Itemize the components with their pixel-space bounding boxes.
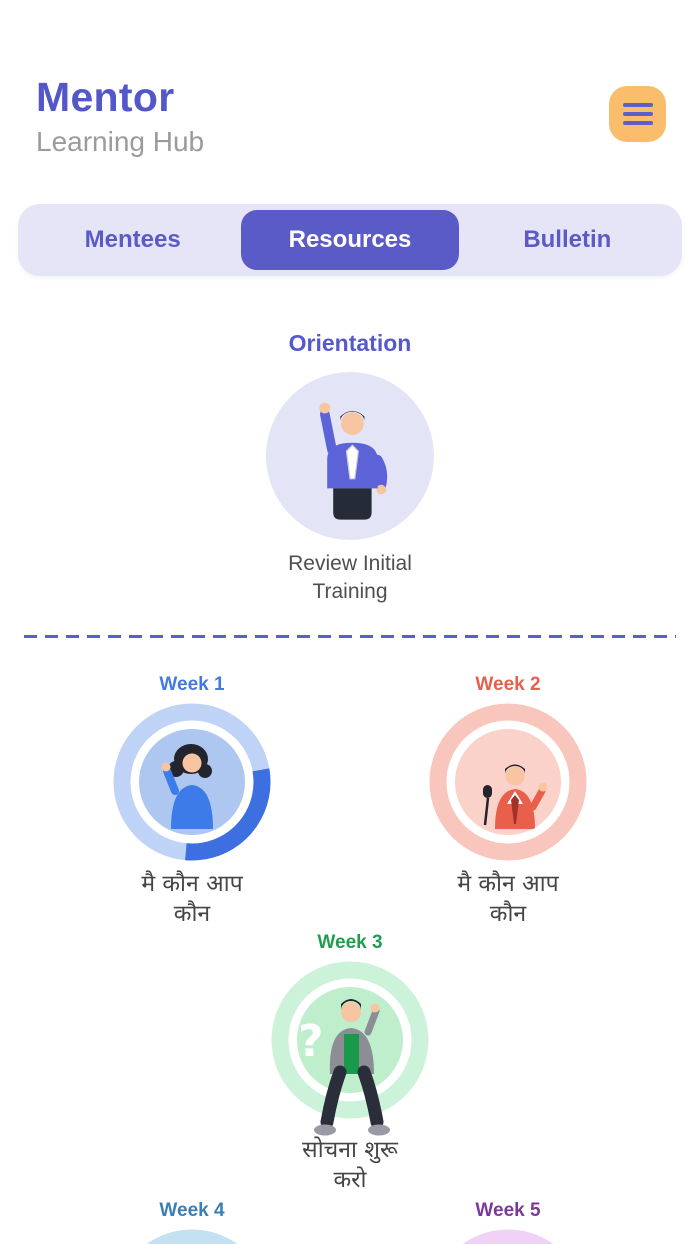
week-item-3: Week 3 ? <box>240 932 460 1196</box>
orientation-caption: Review Initial Training <box>288 552 412 603</box>
week-label: मै कौन आप कौन <box>141 871 243 928</box>
svg-text:?: ? <box>298 1016 324 1067</box>
week-item-4: Week 4 <box>82 1200 302 1244</box>
dashed-divider <box>24 635 676 639</box>
week-label: मै कौन आप कौन <box>457 871 559 928</box>
week-label: सोचना शुरू करो <box>302 1137 398 1194</box>
week-title: Week 2 <box>475 674 541 696</box>
week-2-illustration <box>455 729 561 835</box>
week-4-node[interactable] <box>112 1228 272 1244</box>
week-row-1: Week 1 <box>0 674 700 930</box>
app-subtitle: Learning Hub <box>36 126 205 157</box>
week-item-1: Week 1 <box>82 674 302 930</box>
orientation-illustration <box>284 390 416 522</box>
weeks-path: Week 1 <box>0 674 700 1244</box>
week-item-5: Week 5 <box>398 1200 618 1244</box>
tab-resources[interactable]: Resources <box>241 210 459 270</box>
week-title: Week 5 <box>475 1200 541 1221</box>
week-row-3: Week 4 Week 5 <box>0 1200 700 1244</box>
header: Mentor Learning Hub <box>0 0 700 158</box>
orientation-title: Orientation <box>288 330 412 356</box>
week-1-illustration <box>139 729 245 835</box>
tab-bulletin[interactable]: Bulletin <box>523 226 612 253</box>
tab-bar: Mentees Resources Bulletin <box>18 204 682 276</box>
week-5-node[interactable] <box>428 1228 588 1244</box>
week-item-2: Week 2 <box>398 674 618 930</box>
week-3-illustration: ? <box>270 964 430 1140</box>
orientation-section: Orientation Review Initial Training <box>0 330 700 605</box>
week-3-node[interactable]: ? <box>270 960 430 1136</box>
week-title: Week 4 <box>159 1200 225 1221</box>
app-title: Mentor <box>36 74 175 120</box>
tab-mentees[interactable]: Mentees <box>84 226 181 253</box>
week-row-2: Week 3 ? <box>0 932 700 1196</box>
menu-button[interactable] <box>609 86 666 142</box>
week-1-node[interactable] <box>112 702 272 862</box>
orientation-node[interactable] <box>266 372 434 540</box>
week-title: Week 1 <box>159 674 225 696</box>
week-title: Week 3 <box>317 932 383 954</box>
week-2-node[interactable] <box>428 702 588 862</box>
brand: Mentor Learning Hub <box>36 74 204 158</box>
